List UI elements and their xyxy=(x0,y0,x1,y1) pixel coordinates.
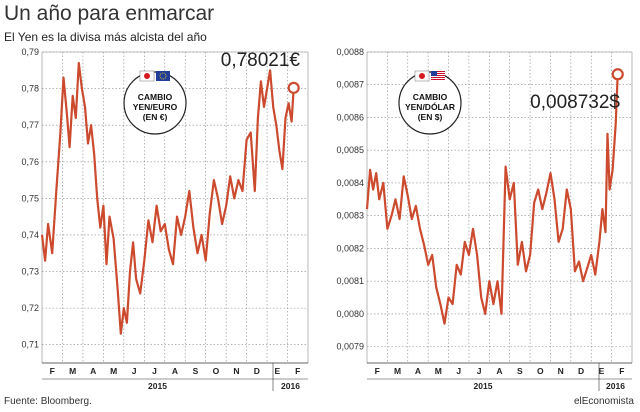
y-tick-label: 0,78 xyxy=(21,84,39,94)
month-label: O xyxy=(537,366,544,376)
badge-text: (EN $) xyxy=(418,112,443,122)
series-line xyxy=(40,61,295,335)
y-tick-label: 0,0087 xyxy=(336,80,364,90)
y-tick-label: 0,0083 xyxy=(336,211,364,221)
last-value-label: 0,008732$ xyxy=(530,92,620,113)
y-tick-label: 0,0088 xyxy=(336,47,364,57)
year-label: 2015 xyxy=(474,381,493,391)
month-label: D xyxy=(578,366,584,376)
badge-text: (EN €) xyxy=(143,112,168,122)
badge-circle xyxy=(123,71,187,135)
y-tick-label: 0,0085 xyxy=(336,145,364,155)
badge-text: YEN/EURO xyxy=(133,102,178,112)
japan-flag-icon xyxy=(139,70,155,82)
badge-text: CAMBIO xyxy=(413,92,448,102)
month-label: S xyxy=(193,366,199,376)
month-label: A xyxy=(90,366,96,376)
month-label: M xyxy=(394,366,401,376)
chart-yen-dollar: 0,0079 0,0080 0,0081 0,0082 0,0083 0,0084 0,00… xyxy=(336,47,633,391)
y-tick-label: 0,74 xyxy=(21,230,39,240)
japan-flag-icon xyxy=(414,70,430,82)
month-label: A xyxy=(415,366,421,376)
month-label: J xyxy=(152,366,157,376)
month-label: D xyxy=(254,366,260,376)
y-tick-label: 0,77 xyxy=(21,120,39,130)
source-note: Fuente: Bloomberg. xyxy=(4,396,92,407)
month-label: N xyxy=(233,366,239,376)
month-label: F xyxy=(295,366,300,376)
month-label: O xyxy=(213,366,220,376)
last-point-marker xyxy=(611,68,624,81)
y-tick-label: 0,0081 xyxy=(336,276,364,286)
last-point-marker xyxy=(287,81,300,94)
month-label: E xyxy=(599,366,605,376)
badge-text: CAMBIO xyxy=(138,92,173,102)
badge-text: YEN/DÓLAR xyxy=(405,101,455,112)
y-tick-label: 0,0084 xyxy=(336,178,364,188)
page-title: Un año para enmarcar xyxy=(4,2,215,25)
month-label: A xyxy=(172,366,178,376)
year-label: 2015 xyxy=(148,381,167,391)
month-label: N xyxy=(558,366,564,376)
month-label: J xyxy=(477,366,482,376)
month-label: J xyxy=(132,366,137,376)
month-label: F xyxy=(375,366,380,376)
month-label: E xyxy=(274,366,280,376)
page-subtitle: El Yen es la divisa más alcista del año xyxy=(4,30,207,44)
brand-label: elEconomista xyxy=(573,396,634,407)
month-label: F xyxy=(619,366,624,376)
month-label: F xyxy=(50,366,55,376)
chart-yen-euro: 0,71 0,72 0,73 0,74 0,75 0,76 0,77 0,78 0,79 F M A M… xyxy=(21,47,309,391)
y-tick-label: 0,73 xyxy=(21,267,39,277)
month-label: M xyxy=(110,366,117,376)
y-tick-label: 0,0082 xyxy=(336,243,364,253)
series-line xyxy=(365,74,619,325)
y-tick-label: 0,75 xyxy=(21,193,39,203)
year-label: 2016 xyxy=(606,381,625,391)
last-value-label: 0,78021€ xyxy=(221,50,301,71)
y-tick-label: 0,0080 xyxy=(336,309,364,319)
month-label: A xyxy=(496,366,502,376)
y-tick-label: 0,79 xyxy=(21,47,39,57)
month-label: M xyxy=(435,366,442,376)
eu-flag-icon xyxy=(156,71,170,81)
us-flag-icon xyxy=(431,71,445,81)
year-label: 2016 xyxy=(281,381,300,391)
y-tick-label: 0,76 xyxy=(21,157,39,167)
y-tick-label: 0,71 xyxy=(21,340,39,350)
month-label: J xyxy=(456,366,461,376)
y-tick-label: 0,0086 xyxy=(336,112,364,122)
month-label: S xyxy=(517,366,523,376)
badge-circle xyxy=(398,71,462,135)
month-label: M xyxy=(69,366,76,376)
y-tick-label: 0,0079 xyxy=(336,342,364,352)
y-tick-label: 0,72 xyxy=(21,303,39,313)
